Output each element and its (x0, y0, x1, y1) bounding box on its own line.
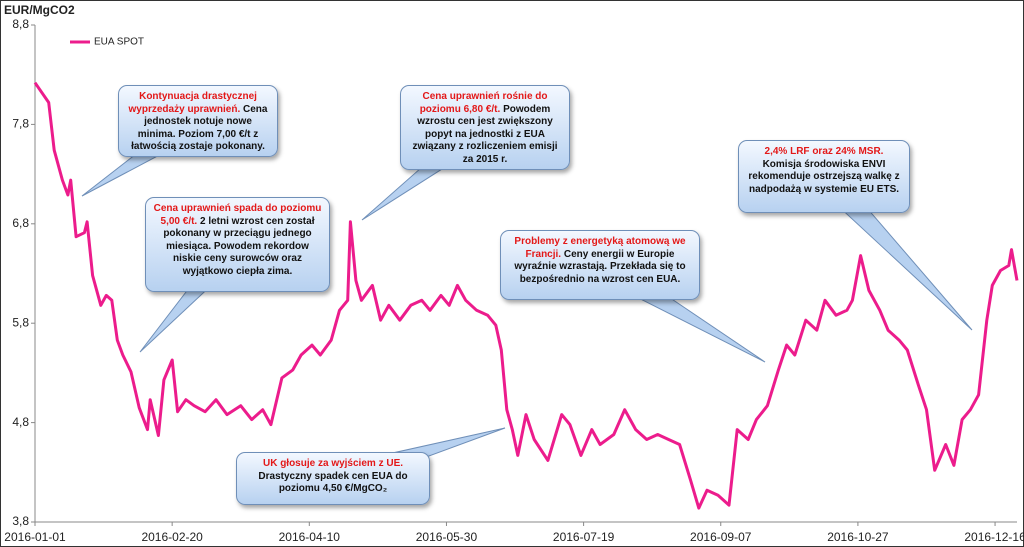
x-tick-label: 2016-05-30 (416, 530, 478, 544)
callout-highlight: Kontynuacja drastycznej wyprzedaży upraw… (128, 91, 257, 115)
callout-text: 2 letni wzrost cen został pokonany w prz… (163, 215, 315, 277)
x-tick-label: 2016-01-01 (4, 530, 66, 544)
callout: UK głosuje za wyjściem z UE. Drastyczny … (236, 452, 430, 505)
y-tick-label: 6,8 (12, 216, 29, 230)
legend-label: EUA SPOT (94, 37, 144, 48)
y-tick-label: 4,8 (12, 415, 29, 429)
x-tick-label: 2016-09-07 (690, 530, 752, 544)
callout: Kontynuacja drastycznej wyprzedaży upraw… (118, 85, 278, 157)
y-tick-label: 8,8 (12, 17, 29, 31)
callout-text: Drastyczny spadek cen EUA do poziomu 4,5… (258, 470, 408, 495)
callout-highlight: Cena uprawnień spada do poziomu 5,00 €/t… (153, 203, 322, 227)
callout-text: Ceny energii w Europie wyraźnie wzrastaj… (514, 248, 686, 285)
callout-highlight: 2,4% LRF oraz 24% MSR. (764, 146, 884, 157)
x-tick-label: 2016-04-10 (279, 530, 341, 544)
x-tick-label: 2016-10-27 (827, 530, 889, 544)
callout: Cena uprawnień rośnie do poziomu 6,80 €/… (400, 85, 570, 170)
callout: Cena uprawnień spada do poziomu 5,00 €/t… (145, 197, 330, 292)
data-line (33, 81, 1019, 510)
y-tick-label: 7,8 (12, 117, 29, 131)
y-tick-label: 3,8 (12, 514, 29, 528)
y-tick-label: 5,8 (12, 315, 29, 329)
callout-highlight: Cena uprawnień rośnie do poziomu 6,80 €/… (419, 91, 548, 115)
y-axis-title: EUR/MgCO2 (4, 3, 75, 17)
callout-text: Komisja środowiska ENVI rekomenduje ostr… (748, 158, 900, 195)
x-tick-label: 2016-07-19 (553, 530, 615, 544)
callout-highlight: Problemy z energetyką atomową we Francji… (514, 236, 686, 260)
x-tick-label: 2016-12-16 (964, 530, 1024, 544)
callout-text: Cena jednostek notuje nowe minima. Pozio… (131, 103, 268, 153)
callout: Problemy z energetyką atomową we Francji… (500, 230, 700, 300)
x-tick-label: 2016-02-20 (141, 530, 203, 544)
callout-highlight: UK głosuje za wyjściem z UE. (262, 458, 404, 469)
callout: 2,4% LRF oraz 24% MSR. Komisja środowisk… (738, 140, 910, 213)
callout-text: Powodem wzrostu cen jest zwiększony popy… (412, 103, 558, 165)
